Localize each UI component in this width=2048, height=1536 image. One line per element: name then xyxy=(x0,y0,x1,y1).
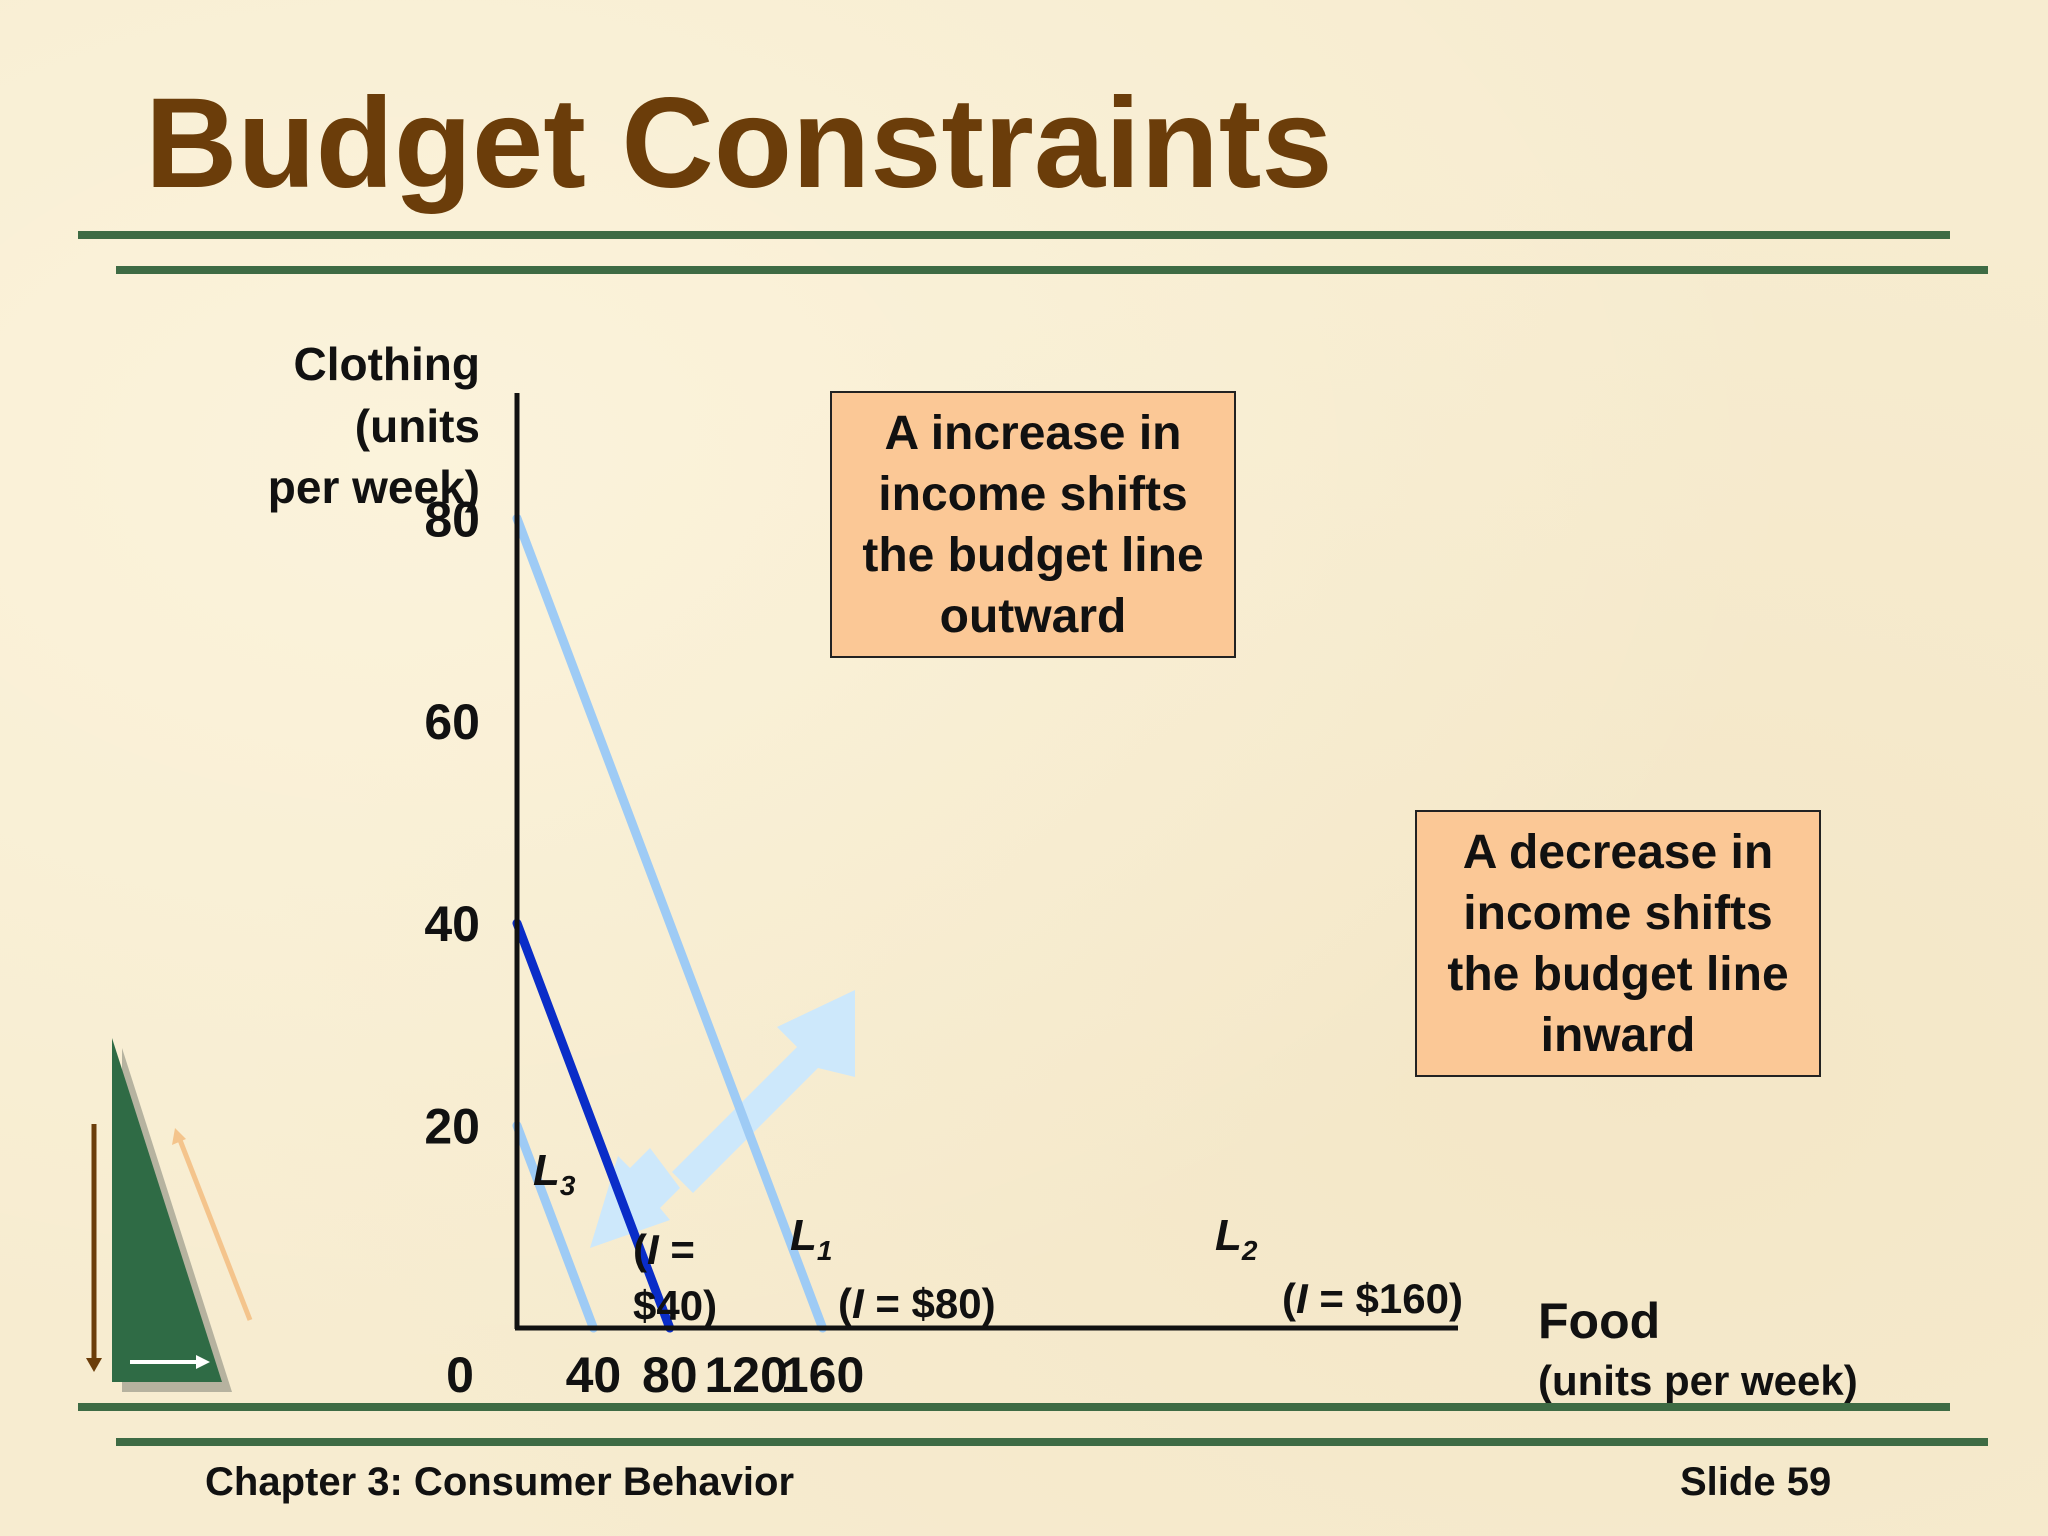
title-rule-upper xyxy=(78,231,1950,239)
y-axis-title: (units xyxy=(355,400,480,452)
income-label-l1: (I = $80) xyxy=(838,1280,996,1327)
y-axis-title: per week) xyxy=(268,461,480,513)
y-tick-label: 80 xyxy=(424,491,480,547)
income-label-l3: $40) xyxy=(633,1282,717,1329)
decrease-callout: A decrease in income shifts the budget l… xyxy=(1415,810,1821,1077)
budget-line-l1 xyxy=(512,918,675,1333)
income-label-l2: (I = $160) xyxy=(1282,1275,1463,1322)
series-name-l2: L2 xyxy=(1215,1211,1258,1266)
title-rule-lower xyxy=(116,266,1988,274)
decrease-callout-text: A decrease in income shifts the budget l… xyxy=(1447,825,1789,1062)
inward-arrow xyxy=(590,1148,680,1248)
footer-slide-number: Slide 59 xyxy=(1680,1460,1832,1504)
footer-rule-lower xyxy=(116,1438,1988,1446)
budget-lines xyxy=(512,513,828,1333)
x-tick-label: 80 xyxy=(642,1347,698,1403)
income-label-l3: (I = xyxy=(633,1226,695,1273)
budget-line-l3 xyxy=(512,1121,598,1333)
x-axis-subtitle: (units per week) xyxy=(1538,1357,1858,1404)
series-name-l1: L1 xyxy=(790,1211,832,1266)
origin-label: 0 xyxy=(446,1347,474,1403)
series-name-l3: L3 xyxy=(533,1146,576,1201)
y-tick-label: 20 xyxy=(424,1099,480,1155)
increase-callout-text: A increase in income shifts the budget l… xyxy=(862,406,1204,643)
footer-chapter: Chapter 3: Consumer Behavior xyxy=(205,1460,795,1504)
x-tick-label: 40 xyxy=(566,1347,622,1403)
outward-arrow xyxy=(672,990,855,1193)
x-tick-label: 120 xyxy=(704,1347,787,1403)
x-tick-label: 160 xyxy=(781,1347,864,1403)
y-tick-label: 40 xyxy=(424,896,480,952)
series-labels: L3 (I = $40) L1(I = $80) L2 (I = $160) xyxy=(533,1146,1463,1329)
chapter-decor-triangle xyxy=(86,1038,253,1392)
footer-rule-upper xyxy=(78,1403,1950,1411)
increase-callout: A increase in income shifts the budget l… xyxy=(830,391,1236,658)
y-tick-label: 60 xyxy=(424,694,480,750)
y-axis-title: Clothing xyxy=(294,338,481,390)
axis-titles: Clothing (units per week) Food (units per we… xyxy=(268,338,1858,1404)
x-axis-title: Food xyxy=(1538,1293,1660,1349)
chart-axes xyxy=(514,393,1458,1331)
shift-arrows xyxy=(590,990,855,1248)
budget-line-l2 xyxy=(512,513,828,1333)
slide-title: Budget Constraints xyxy=(145,72,1333,215)
